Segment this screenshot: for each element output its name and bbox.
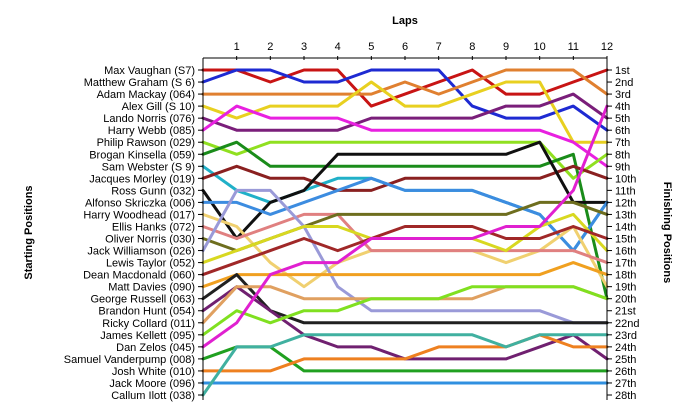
series-line-16: [201, 188, 609, 325]
finish-position-label: 17th: [615, 258, 636, 270]
series-line-2: [201, 68, 609, 132]
finish-position-label: 28th: [615, 390, 636, 402]
series-line-14: [201, 212, 609, 265]
start-position-label: Jack Moore (096): [109, 378, 195, 390]
start-position-label: George Russell (063): [90, 294, 195, 306]
finish-position-label: 24th: [615, 342, 636, 354]
x-axis-title: Laps: [392, 15, 418, 27]
series-line-10: [201, 164, 609, 192]
start-position-label: James Kellett (095): [100, 330, 195, 342]
finish-position-label: 4th: [615, 101, 630, 113]
start-position-label: Sam Webster (S 9): [102, 161, 195, 173]
finish-position-label: 21st: [615, 306, 636, 318]
finish-position-label: 18th: [615, 270, 636, 282]
x-tick-label: 3: [301, 41, 307, 53]
finish-position-label: 5th: [615, 113, 630, 125]
series-line-18: [201, 225, 609, 277]
finish-position-label: 14th: [615, 221, 636, 233]
x-tick-label: 1: [234, 41, 240, 53]
start-position-label: Harry Webb (085): [108, 125, 195, 137]
finish-position-label: 3rd: [615, 89, 631, 101]
finish-position-label: 7th: [615, 137, 630, 149]
finish-position-label: 26th: [615, 366, 636, 378]
series-line-6: [201, 104, 609, 168]
finish-position-label: 25th: [615, 354, 636, 366]
start-position-label: Adam Mackay (064): [97, 89, 195, 101]
start-position-label: Dean Macdonald (060): [83, 270, 195, 282]
finish-position-label: 16th: [615, 246, 636, 258]
start-position-label: Dan Zelos (045): [116, 342, 195, 354]
start-position-label: Ricky Collard (011): [102, 318, 195, 330]
x-tick-label: 8: [469, 41, 475, 53]
x-tick-label: 2: [267, 41, 273, 53]
start-position-label: Jack Williamson (026): [87, 246, 195, 258]
finish-position-label: 2nd: [615, 77, 633, 89]
start-position-label: Josh White (010): [112, 366, 195, 378]
start-position-label: Max Vaughan (S7): [104, 65, 195, 77]
finish-position-label: 11th: [615, 185, 636, 197]
finish-position-label: 20th: [615, 294, 636, 306]
finish-position-label: 22nd: [615, 318, 639, 330]
series-line-3: [201, 68, 609, 96]
finish-position-label: 6th: [615, 125, 630, 137]
start-position-label: Ellis Hanks (072): [112, 221, 195, 233]
start-position-label: Matt Davies (090): [108, 282, 195, 294]
x-tick-label: 7: [436, 41, 442, 53]
finish-position-label: 19th: [615, 282, 636, 294]
start-position-label: Lando Norris (076): [103, 113, 195, 125]
series-line-5: [201, 92, 609, 132]
finish-position-label: 12th: [615, 197, 636, 209]
finish-position-label: 1st: [615, 65, 630, 77]
start-position-label: Ross Gunn (032): [111, 185, 195, 197]
finish-position-label: 27th: [615, 378, 636, 390]
x-tick-label: 11: [568, 41, 579, 53]
x-tick-label: 6: [402, 41, 408, 53]
finish-position-label: 23rd: [615, 330, 637, 342]
finish-position-label: 10th: [615, 173, 636, 185]
x-tick-label: 9: [503, 41, 509, 53]
series-line-12: [201, 176, 609, 253]
finish-position-label: 15th: [615, 234, 636, 246]
series-line-8: [201, 140, 609, 301]
start-position-label: Philip Rawson (029): [97, 137, 195, 149]
start-position-label: Oliver Norris (030): [105, 234, 195, 246]
x-tick-label: 4: [335, 41, 341, 53]
finish-position-label: 13th: [615, 209, 636, 221]
series-line-1: [201, 68, 609, 108]
series-line-24: [201, 104, 609, 349]
start-position-label: Alex Gill (S 10): [122, 101, 195, 113]
finish-position-label: 9th: [615, 161, 630, 173]
series-line-23: [201, 285, 609, 337]
x-tick-label: 12: [601, 41, 613, 53]
start-position-label: Harry Woodhead (017): [83, 209, 195, 221]
series-line-11: [201, 140, 609, 240]
start-position-label: Jacques Morley (019): [89, 173, 195, 185]
start-position-label: Callum Ilott (038): [111, 390, 195, 402]
series-line-28: [201, 333, 609, 397]
x-tick-label: 10: [534, 41, 546, 53]
start-position-label: Brandon Hunt (054): [98, 306, 195, 318]
series-line-4: [201, 80, 609, 144]
series-line-26: [201, 333, 609, 373]
start-position-label: Brogan Kinsella (059): [89, 149, 195, 161]
finish-position-label: 8th: [615, 149, 630, 161]
x-tick-label: 5: [368, 41, 374, 53]
start-position-label: Alfonso Skriczka (006): [85, 197, 195, 209]
start-position-label: Lewis Taylor (052): [106, 258, 195, 270]
left-axis-title: Starting Positions: [23, 185, 35, 279]
start-position-label: Matthew Graham (S 6): [84, 77, 195, 89]
right-axis-title: Finishing Positions: [661, 182, 673, 283]
start-position-label: Samuel Vanderpump (008): [64, 354, 195, 366]
